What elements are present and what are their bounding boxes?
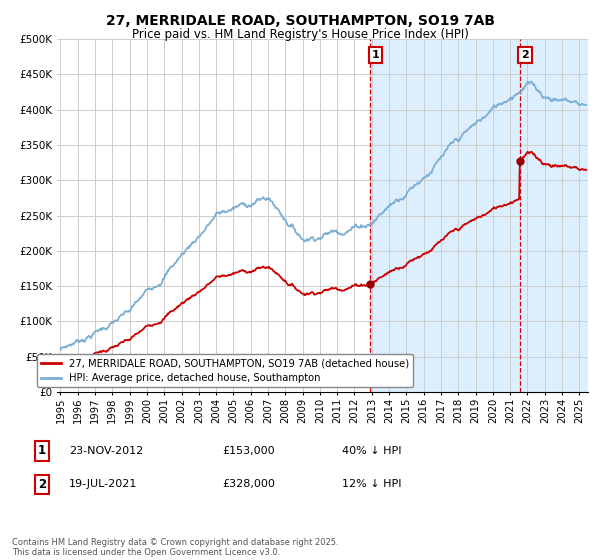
Bar	[370, 39, 588, 392]
Text: 27, MERRIDALE ROAD, SOUTHAMPTON, SO19 7AB: 27, MERRIDALE ROAD, SOUTHAMPTON, SO19 7A…	[106, 14, 494, 28]
Text: 23-NOV-2012: 23-NOV-2012	[69, 446, 143, 456]
Text: £153,000: £153,000	[222, 446, 275, 456]
Text: 12% ↓ HPI: 12% ↓ HPI	[342, 479, 401, 489]
Text: 19-JUL-2021: 19-JUL-2021	[69, 479, 137, 489]
Legend: 27, MERRIDALE ROAD, SOUTHAMPTON, SO19 7AB (detached house), HPI: Average price, : 27, MERRIDALE ROAD, SOUTHAMPTON, SO19 7A…	[37, 354, 413, 387]
Text: 1: 1	[38, 444, 46, 458]
Text: £328,000: £328,000	[222, 479, 275, 489]
Text: Price paid vs. HM Land Registry's House Price Index (HPI): Price paid vs. HM Land Registry's House …	[131, 28, 469, 41]
Text: 2: 2	[38, 478, 46, 491]
Text: 40% ↓ HPI: 40% ↓ HPI	[342, 446, 401, 456]
Text: 1: 1	[371, 50, 379, 60]
Text: Contains HM Land Registry data © Crown copyright and database right 2025.
This d: Contains HM Land Registry data © Crown c…	[12, 538, 338, 557]
Text: 2: 2	[521, 50, 529, 60]
